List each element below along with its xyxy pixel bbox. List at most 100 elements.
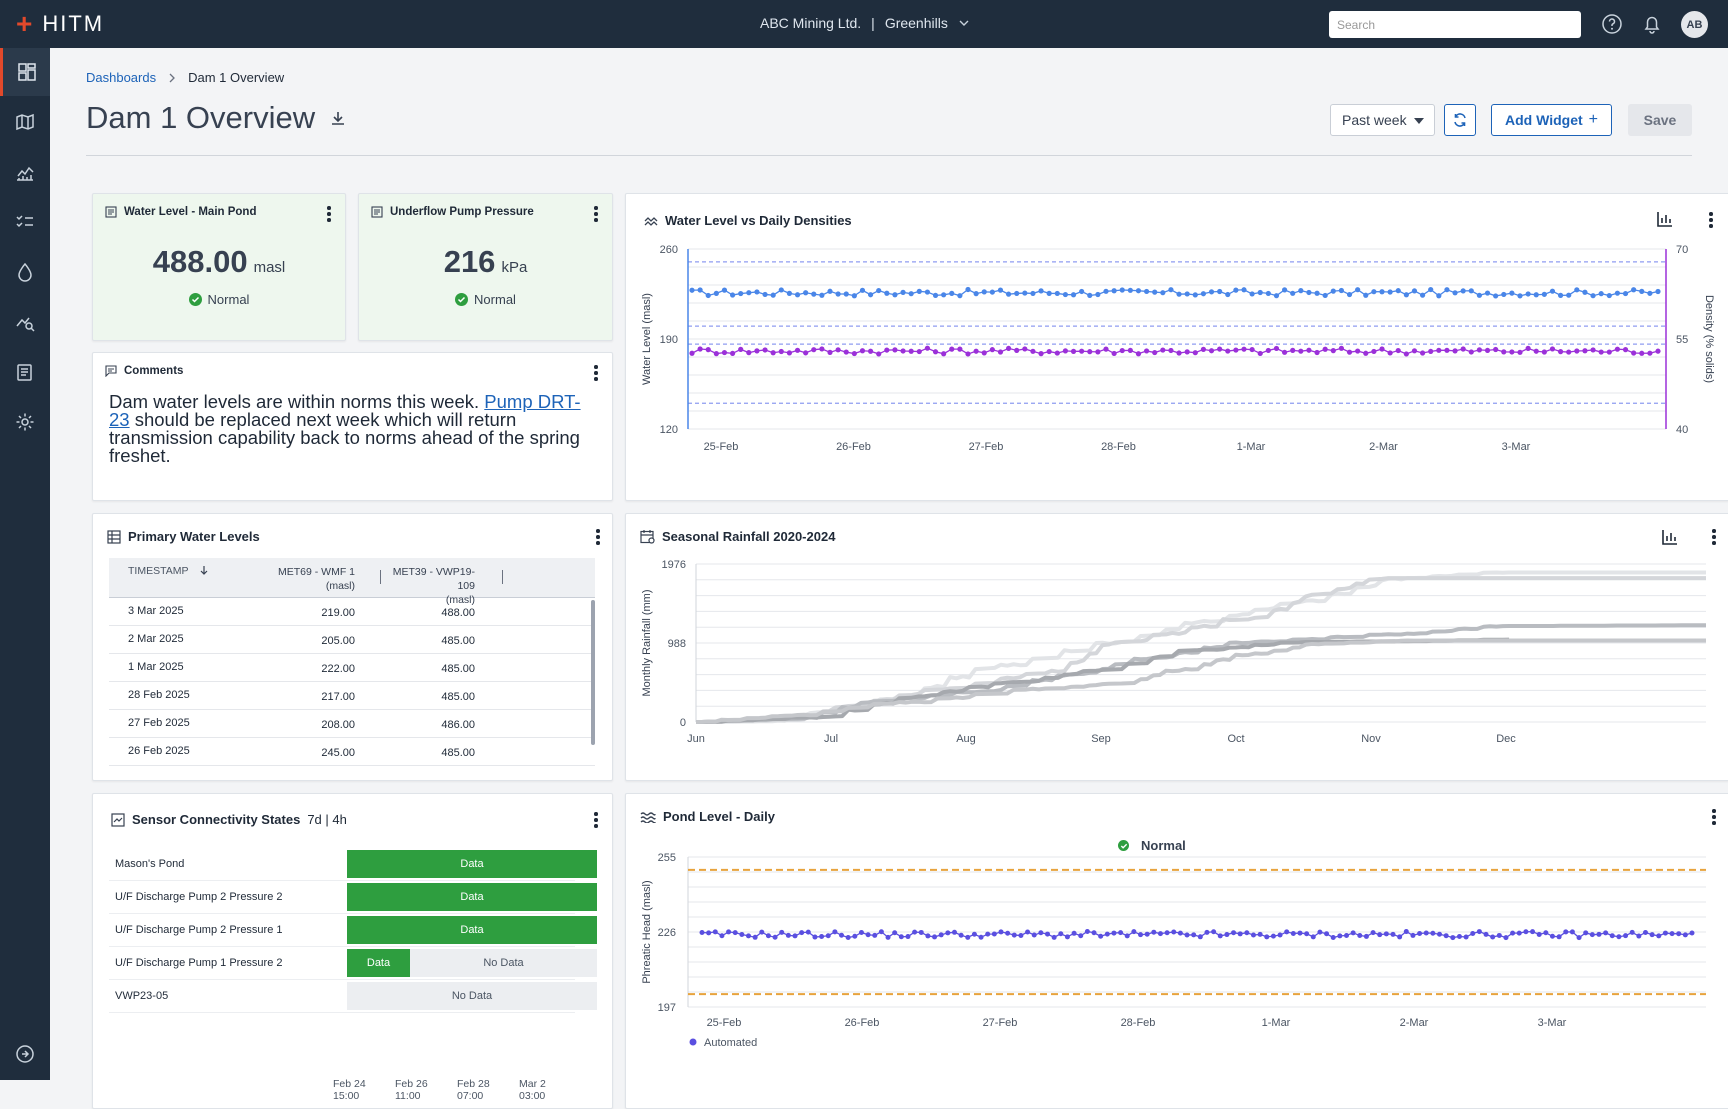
sensor-label: U/F Discharge Pump 2 Pressure 2 — [115, 891, 283, 903]
data-point — [1647, 350, 1653, 356]
data-point — [1390, 931, 1396, 937]
data-point — [1493, 346, 1499, 353]
widget-menu-button[interactable] — [590, 527, 606, 547]
add-widget-label: Add Widget — [1505, 112, 1583, 128]
help-icon[interactable] — [1601, 13, 1623, 35]
widget-menu-button[interactable] — [321, 204, 337, 224]
data-point — [949, 290, 955, 296]
table-row[interactable]: 1 Mar 2025 222.00 485.00 — [109, 654, 595, 682]
data-point — [1176, 350, 1182, 356]
widget-menu-button[interactable] — [1706, 527, 1722, 547]
data-point — [1379, 289, 1385, 295]
data-point — [1290, 290, 1296, 296]
x-tick-label: Nov — [1361, 733, 1381, 745]
table-scrollbar[interactable] — [591, 600, 595, 745]
bar-chart-icon[interactable] — [1661, 528, 1679, 546]
data-point — [1124, 933, 1130, 939]
data-point — [1250, 932, 1256, 938]
data-point — [1079, 288, 1085, 295]
widget-menu-button[interactable] — [1706, 807, 1722, 827]
data-point — [1484, 347, 1491, 354]
data-point — [1476, 347, 1483, 353]
download-icon[interactable] — [329, 109, 347, 127]
data-point — [1310, 934, 1316, 940]
sidebar-item-analytics[interactable] — [0, 148, 50, 196]
widget-title-text: Pond Level - Daily — [663, 809, 775, 824]
data-point — [1549, 933, 1555, 939]
data-point — [1496, 932, 1502, 938]
no-data-segment[interactable]: No Data — [410, 949, 597, 977]
y-tick-label: 1976 — [662, 559, 686, 571]
widget-menu-button[interactable] — [588, 363, 604, 383]
time-range-select[interactable]: Past week — [1330, 104, 1435, 136]
data-point — [1609, 933, 1615, 939]
data-point — [997, 349, 1004, 355]
table-row[interactable]: 3 Mar 2025 219.00 488.00 — [109, 598, 595, 626]
sensor-row[interactable]: U/F Discharge Pump 2 Pressure 2 Data — [109, 882, 597, 914]
data-point — [1590, 347, 1596, 353]
save-button[interactable]: Save — [1628, 104, 1692, 136]
pump-link[interactable]: Pump DRT-23 — [109, 391, 581, 430]
column-header-met39[interactable]: MET39 - VWP19-109 (masl) — [392, 566, 475, 606]
sidebar-item-water[interactable] — [0, 248, 50, 296]
data-point — [1603, 930, 1609, 936]
sensor-row[interactable]: U/F Discharge Pump 1 Pressure 2 Data No Da… — [109, 948, 597, 980]
search-input[interactable] — [1329, 11, 1581, 38]
breadcrumb-dashboards-link[interactable]: Dashboards — [86, 70, 157, 85]
column-header-met69[interactable]: MET69 - WMF 1 (masl) — [277, 566, 355, 592]
column-header-timestamp[interactable]: TIMESTAMP — [128, 565, 209, 577]
table-row[interactable]: 27 Feb 2025 208.00 486.00 — [109, 710, 595, 738]
bar-chart-icon[interactable] — [1656, 210, 1674, 228]
data-point — [1157, 931, 1163, 937]
sidebar-item-tasks[interactable] — [0, 198, 50, 246]
sensor-label: VWP23-05 — [115, 990, 169, 1002]
widget-menu-button[interactable] — [588, 204, 604, 224]
app-logo[interactable]: + HITM — [16, 10, 104, 38]
sidebar-item-map[interactable] — [0, 98, 50, 146]
data-point — [845, 934, 851, 940]
table-row[interactable]: 28 Feb 2025 217.00 485.00 — [109, 682, 595, 710]
widget-menu-button[interactable] — [588, 810, 604, 830]
sidebar-item-dashboards[interactable] — [0, 48, 50, 96]
data-segment[interactable]: Data — [347, 916, 597, 944]
no-data-segment[interactable]: No Data — [347, 982, 597, 1010]
data-point — [794, 347, 801, 353]
sensor-row[interactable]: VWP23-05 No Data — [109, 981, 597, 1013]
data-point — [1460, 346, 1466, 352]
org-site-selector[interactable]: ABC Mining Ltd. | Greenhills — [760, 15, 970, 31]
sidebar-item-settings[interactable] — [0, 398, 50, 446]
widget-title-text: Water Level - Main Pond — [124, 206, 257, 218]
sidebar-item-reports[interactable] — [0, 348, 50, 396]
user-avatar[interactable]: AB — [1681, 11, 1708, 38]
sensor-row[interactable]: Mason's Pond Data — [109, 849, 597, 881]
data-segment[interactable]: Data — [347, 850, 597, 878]
data-point — [1397, 934, 1403, 940]
refresh-button[interactable] — [1444, 104, 1476, 136]
trend-search-icon — [16, 317, 35, 332]
checklist-icon — [16, 215, 33, 228]
data-point — [812, 934, 818, 940]
logo-text: HITM — [42, 11, 105, 36]
table-row[interactable]: 2 Mar 2025 205.00 485.00 — [109, 626, 595, 654]
sensor-row[interactable]: U/F Discharge Pump 2 Pressure 1 Data — [109, 915, 597, 947]
data-point — [1038, 930, 1044, 936]
sidebar-expand-button[interactable] — [0, 1030, 50, 1078]
notification-bell-icon[interactable] — [1641, 13, 1663, 35]
data-point — [1030, 290, 1036, 297]
data-segment[interactable]: Data — [347, 949, 410, 977]
table-row[interactable]: 26 Feb 2025 245.00 485.00 — [109, 738, 595, 766]
data-point — [1490, 934, 1496, 940]
calendar-icon — [640, 530, 655, 544]
data-point — [1022, 290, 1028, 296]
data-point — [1152, 289, 1158, 295]
data-segment[interactable]: Data — [347, 883, 597, 911]
add-widget-button[interactable]: Add Widget + — [1491, 104, 1612, 136]
cell-timestamp: 26 Feb 2025 — [128, 745, 190, 757]
data-point — [1436, 293, 1442, 299]
data-point — [1095, 349, 1101, 355]
data-point — [1417, 930, 1423, 936]
data-point — [1273, 345, 1280, 352]
sidebar-item-monitoring[interactable] — [0, 298, 50, 346]
widget-menu-button[interactable] — [1703, 210, 1719, 230]
data-point — [1264, 934, 1270, 940]
